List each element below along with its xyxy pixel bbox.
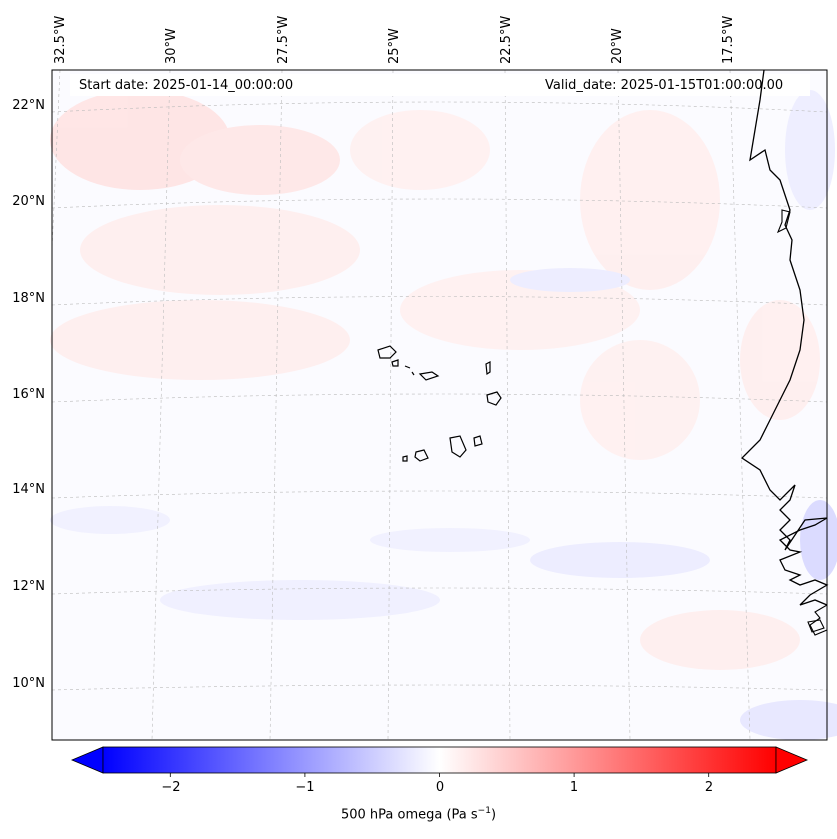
lon-gridline xyxy=(617,69,631,741)
lat-label: 10°N xyxy=(12,676,45,691)
lon-label: 22.5°W xyxy=(499,15,514,64)
colorbar-tick-marks xyxy=(169,773,710,777)
omega-positive-patch xyxy=(180,125,340,195)
island-outline xyxy=(807,619,825,633)
omega-positive-patch xyxy=(580,110,720,290)
lon-label: 25°W xyxy=(387,28,402,64)
omega-negative-patch xyxy=(160,580,440,620)
lat-gridline xyxy=(51,587,828,595)
annotation-band xyxy=(70,74,810,96)
omega-negative-patch xyxy=(370,528,530,552)
lon-gridline xyxy=(269,69,283,741)
lat-label: 12°N xyxy=(12,579,45,594)
island-outline xyxy=(414,449,429,462)
lat-label: 14°N xyxy=(12,482,45,497)
lon-label: 17.5°W xyxy=(721,15,736,64)
colorbar-tick-label: −2 xyxy=(161,780,181,795)
lat-gridline xyxy=(51,198,828,209)
lat-gridline xyxy=(51,684,828,691)
colorbar-tick-label: 1 xyxy=(569,780,579,795)
island-outline xyxy=(473,435,483,447)
omega-negative-patch xyxy=(50,506,170,534)
valid-date-annotation: Valid_date: 2025-01-15T01:00:00.00 xyxy=(545,78,784,93)
lon-gridline xyxy=(504,69,511,741)
lon-label: 27.5°W xyxy=(276,15,291,64)
africa-coastline xyxy=(809,604,828,636)
island-outline xyxy=(418,371,440,381)
colorbar-tick-label: −1 xyxy=(295,780,315,795)
omega-field xyxy=(50,90,837,740)
omega-positive-patch xyxy=(80,205,360,295)
lat-label: 20°N xyxy=(12,194,45,209)
lat-label: 18°N xyxy=(12,291,45,306)
cape-verde-islands xyxy=(377,345,502,462)
lon-gridline xyxy=(51,69,61,251)
lon-label: 30°W xyxy=(164,28,179,64)
africa-coastline xyxy=(778,517,829,606)
island-outline xyxy=(404,365,411,369)
island-outline xyxy=(377,345,397,359)
colorbar-label-main: 500 hPa omega (Pa s xyxy=(340,807,478,823)
colorbar-label-exponent: −1 xyxy=(477,806,491,816)
map-panel xyxy=(50,69,837,741)
colorbar xyxy=(70,746,809,777)
omega-positive-patch xyxy=(580,340,700,460)
lon-label: 20°W xyxy=(610,28,625,64)
colorbar-tick-label: 0 xyxy=(435,780,445,795)
africa-coastline xyxy=(740,69,828,551)
colorbar-body xyxy=(102,746,777,774)
omega-negative-patch xyxy=(510,268,630,292)
omega-negative-patch xyxy=(740,700,837,740)
lon-gridline xyxy=(729,69,751,741)
island-outline xyxy=(391,359,399,367)
colorbar-label-close: ) xyxy=(490,807,497,823)
island-outline xyxy=(449,435,467,458)
lon-label: 32.5°W xyxy=(53,15,68,64)
colorbar-label: 500 hPa omega (Pa s−1) xyxy=(0,806,837,822)
island-outline xyxy=(411,371,415,376)
lat-gridline xyxy=(51,490,828,499)
omega-positive-patch xyxy=(350,110,490,190)
map-frame xyxy=(51,69,828,741)
omega-negative-patch xyxy=(530,542,710,578)
lon-gridline xyxy=(151,69,171,741)
africa-coastline xyxy=(776,209,791,234)
lat-gridline xyxy=(51,101,828,113)
lon-gridline xyxy=(387,69,394,741)
colorbar-extend-low xyxy=(70,746,104,774)
lat-label: 22°N xyxy=(12,98,45,113)
gridlines xyxy=(51,69,828,741)
lat-gridline xyxy=(51,393,828,403)
lat-gridline xyxy=(51,296,828,306)
island-outline xyxy=(486,391,502,406)
island-outline xyxy=(485,361,491,376)
island-outline xyxy=(402,455,408,462)
omega-positive-patch xyxy=(640,610,800,670)
lat-label: 16°N xyxy=(12,387,45,402)
start-date-annotation: Start date: 2025-01-14_00:00:00 xyxy=(79,78,294,93)
colorbar-tick-label: 2 xyxy=(704,780,714,795)
omega-positive-patch xyxy=(740,300,820,420)
omega-positive-patch xyxy=(50,300,350,380)
colorbar-extend-high xyxy=(775,746,809,774)
omega-negative-patch xyxy=(785,90,835,210)
